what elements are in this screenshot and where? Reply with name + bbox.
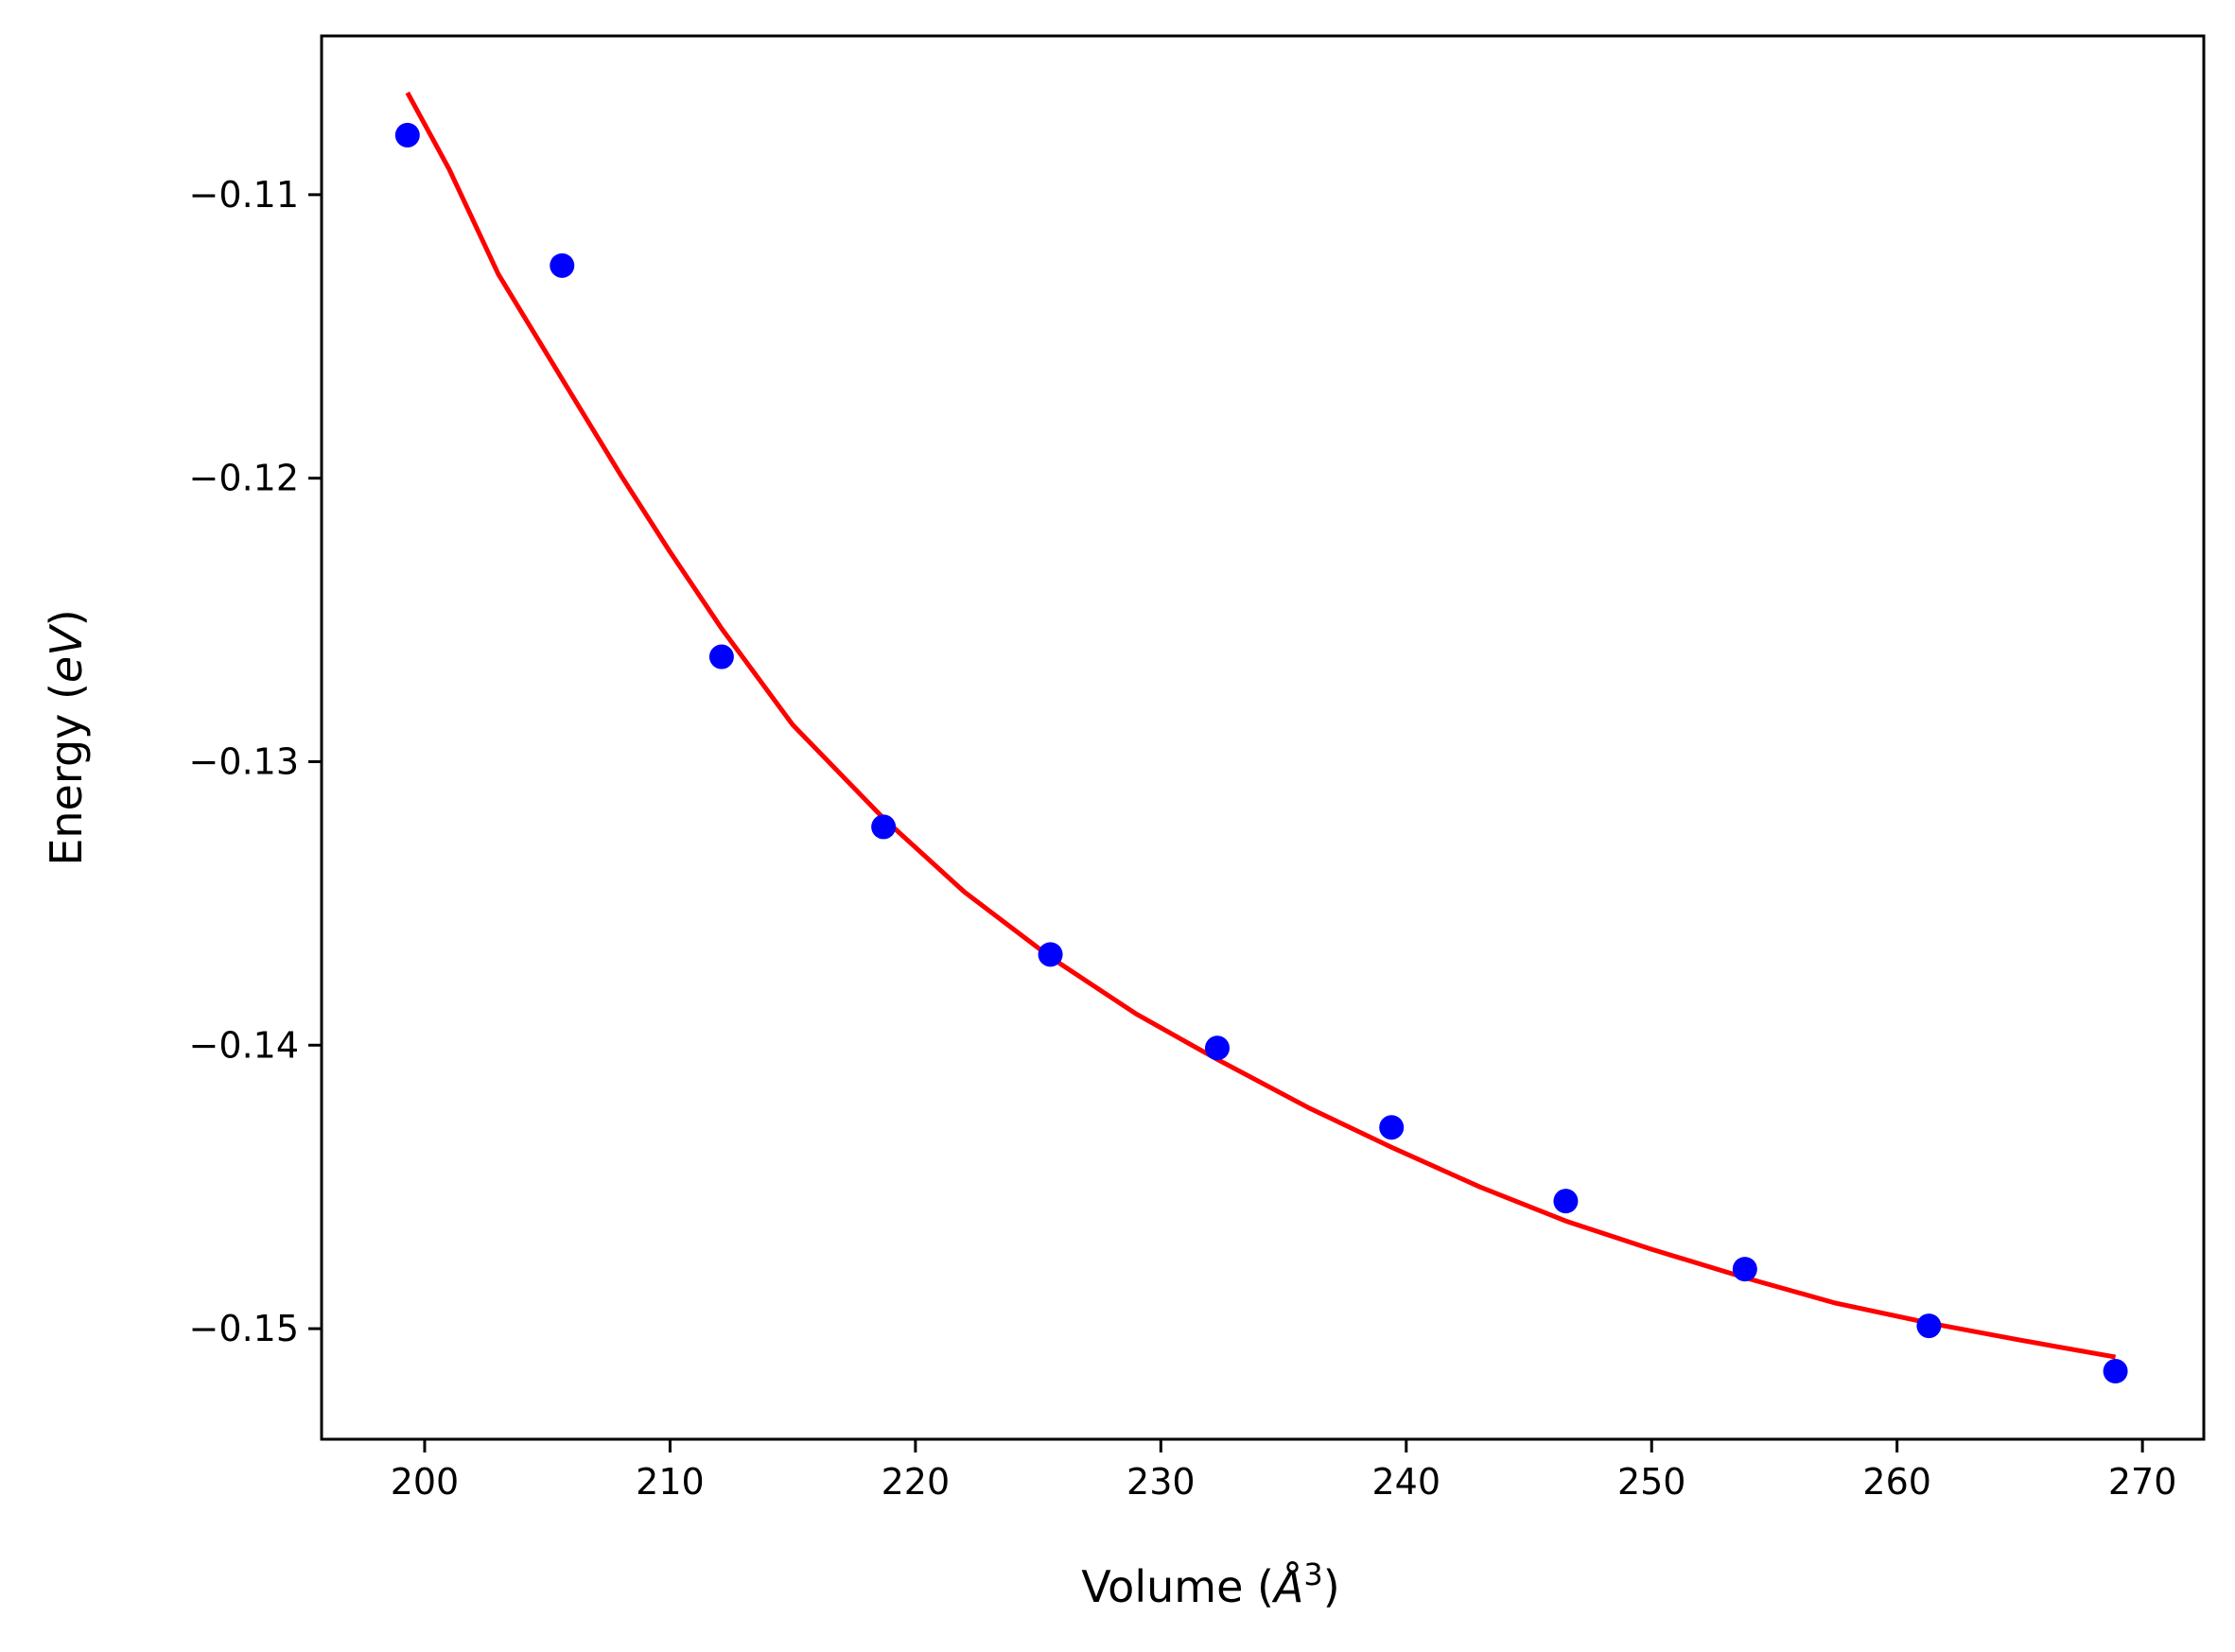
plot-frame — [320, 34, 2206, 1441]
x-axis-ticks: 200 210 220 230 240 250 260 270 — [391, 1439, 2177, 1503]
data-point — [1732, 1257, 1757, 1282]
data-point — [550, 252, 575, 278]
y-axis-ticks: −0.11 −0.12 −0.13 −0.14 −0.15 — [189, 174, 322, 1349]
y-tick-label: −0.14 — [189, 1024, 299, 1066]
x-tick-label: 200 — [391, 1461, 460, 1503]
data-points-layer — [394, 122, 2128, 1384]
x-axis-label-end: ) — [1323, 1561, 1340, 1612]
y-tick-label: −0.15 — [189, 1308, 299, 1349]
x-axis-label-main: Volume ( — [1081, 1561, 1274, 1612]
y-axis-label-symbol: eV — [41, 623, 92, 683]
x-tick-label: 250 — [1617, 1461, 1686, 1503]
x-tick-label: 270 — [2108, 1461, 2177, 1503]
data-point — [1916, 1313, 1942, 1339]
y-axis-label-end: ) — [41, 609, 92, 626]
data-point — [1553, 1189, 1579, 1214]
data-point — [394, 122, 420, 148]
data-point — [1205, 1035, 1231, 1061]
y-axis-label-main: Energy ( — [41, 683, 92, 866]
y-tick-label: −0.11 — [189, 174, 299, 216]
x-axis-label: Volume (Å3) — [1081, 1556, 1339, 1612]
x-tick-label: 210 — [636, 1461, 705, 1503]
x-tick-label: 260 — [1862, 1461, 1931, 1503]
fit-curve-line — [405, 91, 2117, 1360]
y-tick-label: −0.13 — [189, 740, 299, 782]
x-axis-label-superscript: 3 — [1303, 1556, 1322, 1592]
y-axis-label: Energy (eV) — [41, 609, 92, 865]
x-tick-label: 230 — [1126, 1461, 1196, 1503]
y-tick-label: −0.12 — [189, 458, 299, 499]
x-tick-label: 220 — [882, 1461, 951, 1503]
data-point — [871, 814, 897, 840]
fit-curve-layer — [405, 91, 2117, 1360]
data-point — [1379, 1115, 1405, 1140]
data-point — [2103, 1359, 2128, 1384]
x-tick-label: 240 — [1372, 1461, 1441, 1503]
data-point — [708, 644, 734, 669]
data-point — [1038, 942, 1063, 967]
x-axis-label-symbol: Å — [1271, 1561, 1303, 1612]
